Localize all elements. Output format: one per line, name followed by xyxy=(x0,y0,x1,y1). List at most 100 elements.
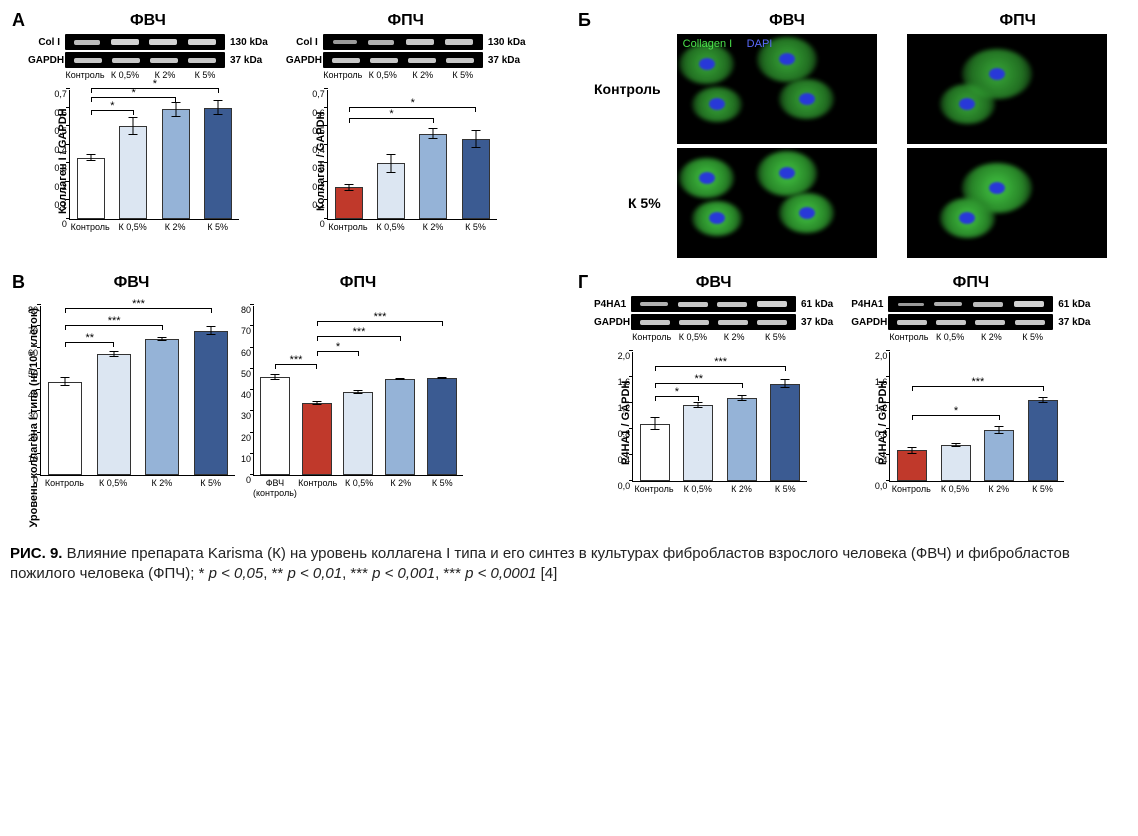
blot-xlabel: Контроль xyxy=(631,332,672,342)
chart-ytick: 0,7 xyxy=(312,89,328,99)
chart-significance: * xyxy=(912,407,1000,416)
chart-errorbar xyxy=(391,154,392,173)
blot-lane xyxy=(368,40,394,45)
chart-ytick: 0,6 xyxy=(54,108,70,118)
chart-bar xyxy=(335,187,363,219)
blot-xlabel: К 2% xyxy=(145,70,185,80)
chart-errorbar xyxy=(175,102,176,117)
panel-g-letter: Г xyxy=(578,272,588,293)
chart-xlabel: К 0,5% xyxy=(338,478,380,498)
caption-t3: , *** xyxy=(342,565,372,582)
blot-lane xyxy=(1014,301,1044,307)
panel-b: Б ФВЧФПЧКонтрольCollagen IDAPIК 5% xyxy=(576,10,1128,258)
blot-xlabel: Контроль xyxy=(888,332,929,342)
chart-ytick: 0,4 xyxy=(618,455,634,465)
chart-xlabel: Контроль xyxy=(297,478,339,498)
chart-xlabel: К 2% xyxy=(154,222,197,232)
blot-xlabel: К 2% xyxy=(971,332,1012,342)
chart-ytick: 80 xyxy=(28,305,41,315)
blot-lane xyxy=(150,58,178,63)
chart-ytick: 0,1 xyxy=(312,200,328,210)
chart-xlabel: К 2% xyxy=(138,478,187,488)
chart-xlabels: ФВЧ (контроль)КонтрольК 0,5%К 2%К 5% xyxy=(253,478,463,498)
chart-significance: * xyxy=(349,110,434,119)
chart-errorbar xyxy=(1042,397,1043,404)
chart-ytick: 0,4 xyxy=(54,145,70,155)
blot-lane xyxy=(975,320,1005,325)
chart-ytick: 20 xyxy=(241,433,254,443)
chart-bar xyxy=(77,158,105,219)
subpanel-title: ФВЧ xyxy=(114,274,150,292)
chart-plot: 01020304050607080********** xyxy=(253,306,463,476)
blot-lane xyxy=(445,39,473,45)
blot-strip xyxy=(888,296,1053,312)
chart-ytick: 50 xyxy=(28,369,41,379)
blot-row: GAPDH37 kDa xyxy=(851,314,1090,330)
blot-row: P4HA161 kDa xyxy=(851,296,1090,312)
chart-ytick: 0,6 xyxy=(312,108,328,118)
chart-ytick: 0,2 xyxy=(312,182,328,192)
blot-row: P4HA161 kDa xyxy=(594,296,833,312)
blot-kda: 37 kDa xyxy=(230,55,262,66)
blot-strip xyxy=(888,314,1053,330)
subpanel-title: ФПЧ xyxy=(340,274,376,292)
chart-xlabel: К 5% xyxy=(421,478,463,498)
chart-errorbar xyxy=(133,117,134,136)
microscopy-row-label: Контроль xyxy=(594,34,667,144)
chart-significance: *** xyxy=(65,317,163,326)
chart-bar xyxy=(727,398,757,481)
chart-xlabel: К 0,5% xyxy=(933,484,977,494)
figure-grid: А ФВЧCol I130 kDaGAPDH37 kDaКонтрольК 0,… xyxy=(10,10,1128,530)
chart-significance: * xyxy=(349,99,477,108)
chart-xlabel: ФВЧ (контроль) xyxy=(253,478,297,498)
chart-bar xyxy=(941,445,971,481)
blot-label: Col I xyxy=(28,37,60,48)
panel-v: В ФВЧУровень коллагена I типа (нг/10⁵ кл… xyxy=(10,272,562,530)
chart-bar xyxy=(162,109,190,219)
subpanel: ФПЧP4HA161 kDaGAPDH37 kDaКонтрольК 0,5%К… xyxy=(851,274,1090,494)
chart-xlabels: КонтрольК 0,5%К 2%К 5% xyxy=(69,222,239,232)
blot-label: GAPDH xyxy=(851,317,883,328)
blot-label: Col I xyxy=(286,37,318,48)
blot-lane xyxy=(333,40,357,44)
chart-xlabel: К 2% xyxy=(412,222,455,232)
blot-lane xyxy=(757,320,787,325)
panel-b-letter: Б xyxy=(578,10,591,31)
chart-ytick: 0,4 xyxy=(875,455,891,465)
blot-lane xyxy=(897,320,927,325)
blot-xlabel: К 0,5% xyxy=(105,70,145,80)
chart-significance: ** xyxy=(65,334,114,343)
chart-errorbar xyxy=(210,326,211,335)
chart-ytick: 0,2 xyxy=(54,182,70,192)
blot-lane xyxy=(74,58,102,63)
blot-lane xyxy=(718,320,748,325)
blot-row: Col I130 kDa xyxy=(286,34,526,50)
chart-bar xyxy=(343,392,373,475)
chart-bar xyxy=(302,403,332,475)
blot-lane xyxy=(717,302,747,307)
blot-kda: 61 kDa xyxy=(801,299,833,310)
chart-ytick: 1,2 xyxy=(875,403,891,413)
caption-t2: , ** xyxy=(263,565,287,582)
blot-strip xyxy=(323,52,483,68)
blot-kda: 37 kDa xyxy=(488,55,520,66)
blot-lane xyxy=(112,58,140,63)
microscopy-row-label: К 5% xyxy=(594,148,667,258)
figure-caption: РИС. 9. Влияние препарата Karisma (К) на… xyxy=(10,544,1128,585)
chart-ytick: 80 xyxy=(241,305,254,315)
chart-ytick: 70 xyxy=(28,326,41,336)
chart-significance: *** xyxy=(65,300,211,309)
chart-xlabel: Контроль xyxy=(69,222,112,232)
blot-group: P4HA161 kDaGAPDH37 kDaКонтрольК 0,5%К 2%… xyxy=(594,296,833,342)
blot-label: GAPDH xyxy=(286,55,318,66)
chart-significance: *** xyxy=(317,328,401,337)
caption-ref: [4] xyxy=(536,565,557,582)
chart-errorbar xyxy=(475,130,476,149)
blot-kda: 37 kDa xyxy=(801,317,833,328)
blot-label: P4HA1 xyxy=(851,299,883,310)
chart-errorbar xyxy=(162,337,163,341)
chart-bars xyxy=(890,352,1064,481)
blot-lane xyxy=(679,320,709,325)
chart-ytick: 30 xyxy=(28,411,41,421)
chart-ytick: 40 xyxy=(241,390,254,400)
